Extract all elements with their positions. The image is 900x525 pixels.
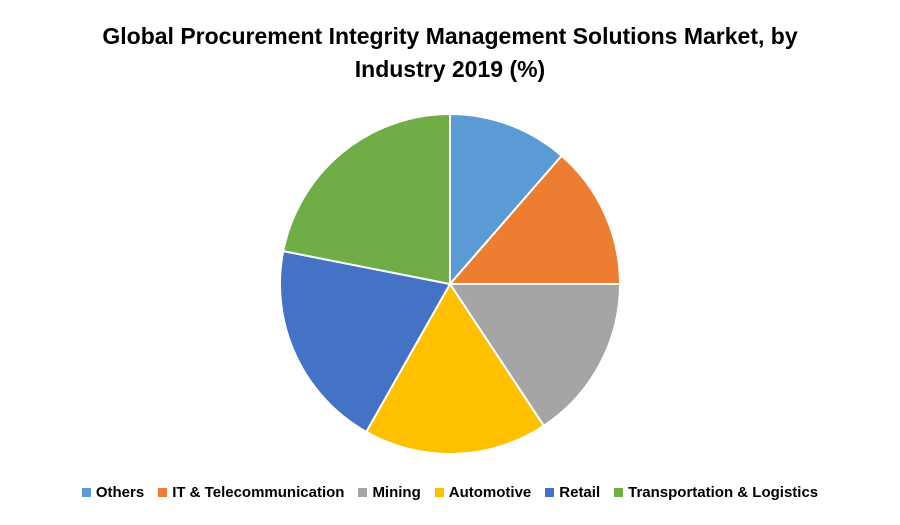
legend-swatch [358, 488, 368, 497]
legend-item: Mining [358, 484, 421, 501]
legend-label: Mining [372, 484, 421, 501]
legend-label: IT & Telecommunication [172, 484, 345, 501]
legend-swatch [434, 488, 444, 497]
legend-swatch [158, 488, 168, 497]
legend-swatch [81, 488, 91, 497]
legend-item: Transportation & Logistics [614, 484, 818, 501]
legend-label: Transportation & Logistics [628, 484, 819, 501]
legend-label: Automotive [448, 484, 532, 501]
legend-item: Retail [545, 484, 600, 501]
legend-label: Others [95, 484, 145, 501]
pie-slice [364, 282, 546, 455]
legend-item: IT & Telecommunication [158, 484, 344, 501]
legend-swatch [545, 488, 555, 497]
pie-slice [449, 112, 564, 287]
pie-slice [279, 249, 452, 434]
legend: Others IT & Telecommunication Mining Automo… [0, 484, 900, 501]
legend-item: Others [81, 484, 145, 501]
pie-slice [282, 112, 451, 286]
pie-slice [448, 283, 622, 428]
legend-swatch [614, 488, 624, 497]
chart-title: Global Procurement Integrity Management … [102, 23, 798, 82]
legend-label: Retail [559, 484, 601, 501]
pie-slice [447, 154, 622, 285]
chart [279, 112, 622, 455]
legend-item: Automotive [434, 484, 532, 501]
